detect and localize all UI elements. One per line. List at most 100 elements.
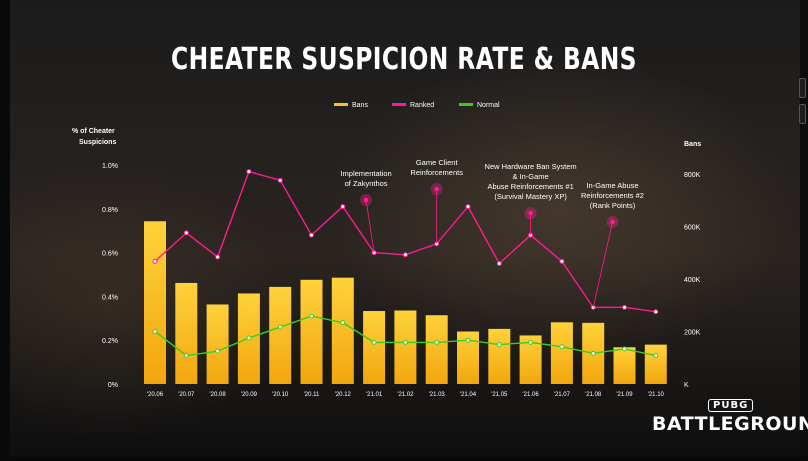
point-normal [559,344,565,350]
point-normal [246,335,252,341]
bar [394,310,417,384]
point-normal [277,324,283,330]
annotation-text: (Rank Points) [590,201,636,210]
left-axis-tick: 0.2% [102,338,118,345]
annotation-text: Reinforcements [410,168,463,177]
annotation-text: Reinforcements #2 [581,191,644,200]
right-axis-tick: K [684,382,689,389]
bar [457,331,479,384]
x-axis-tick: '20.09 [241,392,258,398]
annotation-text: New Hardware Ban System [485,162,577,171]
annotation-dot [434,186,440,192]
legend-swatch-normal [459,103,473,106]
point-ranked [465,204,471,210]
left-axis-label-line2: Suspicions [79,139,116,146]
side-tab-2[interactable] [799,104,806,124]
legend-label-normal: Normal [477,102,500,109]
bar [363,311,386,384]
point-ranked [277,177,283,183]
annotation-text: Game Client [416,158,459,167]
point-ranked [496,261,502,267]
x-axis-tick: '21.06 [523,392,540,398]
bar [519,335,542,384]
left-axis-tick: 0.6% [102,251,118,258]
chart-title: CHEATER SUSPICION RATE & BANS [171,42,637,77]
x-axis-tick: '21.02 [397,392,414,398]
bar [488,328,511,384]
x-axis-tick: '21.05 [491,392,508,398]
point-normal [434,339,440,345]
point-ranked [246,169,252,175]
point-normal [340,320,346,326]
right-axis-label: Bans [684,141,701,148]
left-axis-label-line1: % of Cheater [72,128,115,135]
bar [144,221,166,384]
annotation-text: of Zakynthos [345,179,388,188]
point-ranked [340,204,346,210]
bar [425,315,448,384]
x-axis-tick: '21.03 [429,392,446,398]
bar [206,304,229,384]
point-normal [465,337,471,343]
point-normal [371,339,377,345]
bar [613,347,636,384]
left-axis-tick: 0.8% [102,207,118,214]
point-normal [590,350,596,356]
x-axis-tick: '21.04 [460,392,477,398]
point-ranked [622,304,627,310]
annotation-dot [610,219,615,225]
point-normal [622,346,627,352]
bar [269,286,292,384]
legend-swatch-bans [334,103,348,106]
logo-top-text: PUBG [708,399,754,412]
right-axis-tick: 200K [684,330,701,337]
x-axis-tick: '20.07 [178,392,195,398]
point-normal [402,339,408,345]
point-normal [215,348,221,354]
x-axis-tick: '21.10 [648,392,665,398]
right-axis-tick: 400K [684,277,701,284]
pubg-logo: PUBG BATTLEGROUNDS [652,393,808,435]
bar [644,344,667,384]
side-tab-1[interactable] [799,78,806,98]
point-normal [183,353,189,359]
point-ranked [215,254,221,260]
x-axis-tick: '21.01 [366,392,383,398]
annotation-text: (Survival Mastery XP) [494,192,567,201]
x-axis-tick: '20.11 [304,392,320,398]
point-normal [653,353,659,359]
x-axis-tick: '21.07 [554,392,571,398]
right-axis-tick: 800K [684,172,701,179]
right-edge [800,0,808,461]
annotation-leader [365,199,375,253]
annotation-leader [592,221,613,308]
bar [175,282,198,384]
annotation-dot [528,210,533,216]
legend-label-bans: Bans [352,102,368,109]
point-ranked [309,232,314,238]
point-normal [496,342,502,348]
x-axis-tick: '20.12 [335,392,352,398]
point-ranked [559,258,565,264]
point-normal [152,328,158,334]
bottom-edge [0,457,808,461]
annotation-text: Abuse Reinforcements #1 [487,182,573,191]
left-axis-tick: 0.4% [102,294,118,301]
annotation-dot [363,197,369,203]
left-edge [0,0,10,461]
point-normal [309,313,314,319]
x-axis-tick: '20.08 [210,392,227,398]
annotation-text: & In-Game [512,172,548,181]
left-axis-tick: 0% [108,382,118,389]
point-ranked [402,252,408,258]
point-ranked [183,230,189,236]
bar [550,322,573,384]
bar [331,277,354,384]
legend-swatch-ranked [392,103,406,106]
right-axis-tick: 600K [684,225,701,232]
x-axis-tick: '20.10 [272,392,289,398]
point-normal [528,339,534,345]
left-axis-tick: 1.0% [102,163,118,170]
